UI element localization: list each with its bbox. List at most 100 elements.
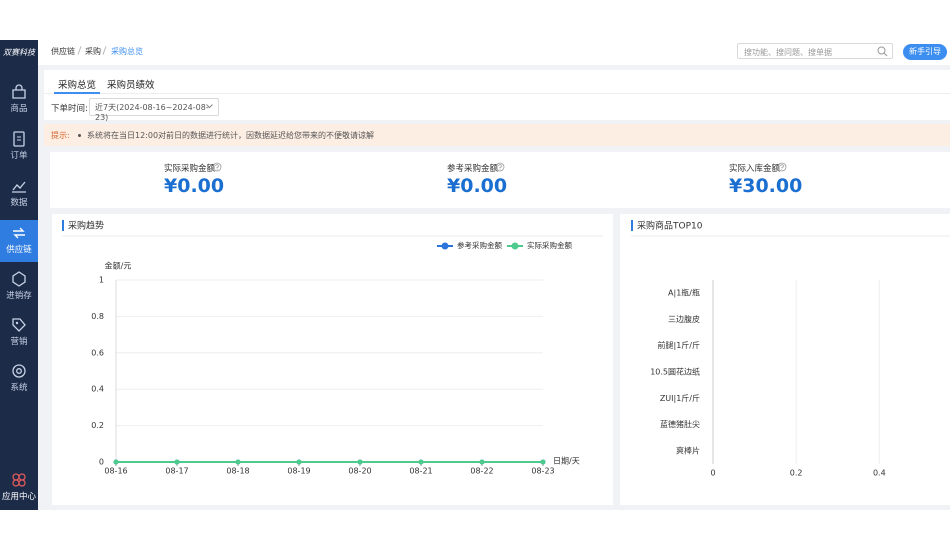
chart-title: 采购趋势 [68, 220, 104, 232]
x-tick-label: 08-16 [104, 467, 127, 476]
nav-item[interactable]: 营销 [0, 317, 38, 347]
y-axis-label: 金额/元 [105, 261, 132, 271]
stat-label: 参考采购金额 [447, 164, 499, 174]
legend-label: 实际采购金额 [527, 240, 572, 250]
search-icon [877, 46, 888, 57]
active-nav-bg [0, 220, 38, 262]
breadcrumb: 采购总览 [111, 47, 143, 56]
notice-text: 系统将在当日12:00对前日的数据进行统计，因数据延迟给您带来的不便敬请谅解 [87, 131, 375, 140]
legend-marker [441, 242, 449, 250]
y-tick-label: 0.4 [91, 385, 104, 394]
data-point [113, 459, 119, 465]
data-point [235, 459, 241, 465]
top-bar [38, 40, 950, 65]
select-value: 近7天(2024-08-16~2024-08-23) [95, 103, 209, 122]
stat-label: 实际采购金额 [164, 164, 216, 174]
data-point [540, 459, 546, 465]
title-marker [62, 220, 64, 231]
y-tick-label: 前腿|1斤/斤 [658, 340, 700, 350]
help-icon[interactable] [212, 162, 222, 172]
tab[interactable]: 采购总览 [58, 80, 97, 91]
bullet [78, 134, 81, 137]
y-tick-label: 10.5圆花边纸 [650, 367, 700, 377]
chevron [206, 104, 213, 109]
x-tick-label: 08-18 [226, 467, 249, 476]
notice-label: 提示: [51, 131, 70, 140]
x-tick-label: 08-19 [287, 467, 310, 476]
legend-label: 参考采购金额 [457, 240, 502, 250]
nav-label: 订单 [10, 151, 28, 161]
nav-item[interactable]: 订单 [0, 131, 38, 161]
data-point [418, 459, 424, 465]
top10-panel [620, 214, 950, 505]
stat-label: 实际入库金额 [729, 164, 781, 174]
icon [12, 271, 26, 287]
help-icon[interactable] [777, 162, 787, 172]
y-tick-label: 1 [99, 276, 104, 285]
nav-item[interactable]: 商品 [0, 84, 38, 114]
title-marker [631, 220, 633, 231]
y-tick-label: 三边腹皮 [668, 314, 700, 324]
x-tick-label: 08-21 [409, 467, 432, 476]
nav-label: 营销 [10, 337, 28, 347]
icon [13, 227, 25, 239]
date-select[interactable]: 近7天(2024-08-16~2024-08-23) [89, 98, 219, 122]
tab-underline [54, 92, 100, 94]
notice-bar [44, 124, 950, 146]
x-tick-label: 08-22 [470, 467, 493, 476]
nav-label: 商品 [10, 104, 28, 114]
y-tick-label: ZUI|1斤/斤 [660, 393, 700, 403]
chart-title: 采购商品TOP10 [637, 220, 703, 232]
nav-label: 数据 [10, 198, 28, 208]
data-point [357, 459, 363, 465]
icon [12, 473, 26, 487]
nav-item[interactable]: 数据 [0, 178, 38, 208]
search-box[interactable]: 搜功能、搜问题、搜单据 [737, 43, 893, 59]
nav-item[interactable]: 进销存 [0, 271, 38, 301]
trend-panel [52, 214, 613, 505]
x-tick-label: 08-20 [348, 467, 371, 476]
data-point [296, 459, 302, 465]
nav-label: 供应链 [6, 245, 32, 255]
icon [12, 181, 26, 193]
data-point [174, 459, 180, 465]
filter-label: 下单时间: [51, 104, 88, 114]
icon [12, 318, 26, 332]
x-tick-label: 0.2 [790, 469, 803, 478]
y-tick-label: 爽棒片 [676, 445, 700, 455]
x-tick-label: 08-23 [531, 467, 554, 476]
stat-value: ¥30.00 [729, 175, 803, 197]
tab[interactable]: 采购员绩效 [107, 80, 155, 91]
y-tick-label: 0.8 [91, 312, 104, 321]
stat-value: ¥0.00 [447, 175, 508, 197]
nav-item[interactable]: 应用中心 [0, 472, 38, 502]
icon [13, 131, 25, 147]
icon [12, 364, 26, 378]
y-tick-label: 0.6 [91, 348, 104, 357]
help-icon[interactable] [495, 162, 505, 172]
tab-panel [44, 70, 950, 120]
sidebar [0, 40, 38, 510]
nav-label: 进销存 [6, 291, 32, 301]
y-tick-label: 0 [99, 458, 104, 467]
y-tick-label: 蓝德猪肚尖 [660, 419, 700, 429]
nav-item[interactable]: 系统 [0, 363, 38, 393]
y-tick-label: A|1瓶/瓶 [668, 288, 700, 298]
guide-button[interactable]: 新手引导 [903, 44, 947, 60]
stat-value: ¥0.00 [164, 175, 225, 197]
data-point [479, 459, 485, 465]
legend-marker [511, 242, 519, 250]
breadcrumb[interactable]: 供应链 [51, 47, 75, 56]
stats-card [50, 152, 950, 208]
breadcrumb[interactable]: 采购 [85, 47, 101, 56]
x-tick-label: 0.4 [873, 469, 886, 478]
y-tick-label: 0.2 [91, 421, 104, 430]
x-tick-label: 08-17 [165, 467, 188, 476]
logo: 双赛科技 [3, 48, 35, 57]
nav-label: 应用中心 [1, 492, 36, 502]
x-axis-label: 日期/天 [553, 457, 580, 466]
nav-label: 系统 [10, 383, 28, 393]
nav-item[interactable]: 供应链 [0, 225, 38, 255]
